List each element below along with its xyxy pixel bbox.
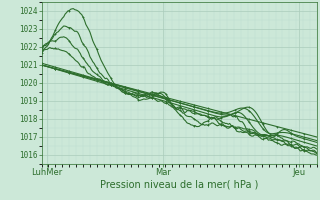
X-axis label: Pression niveau de la mer( hPa ): Pression niveau de la mer( hPa ) bbox=[100, 180, 258, 190]
